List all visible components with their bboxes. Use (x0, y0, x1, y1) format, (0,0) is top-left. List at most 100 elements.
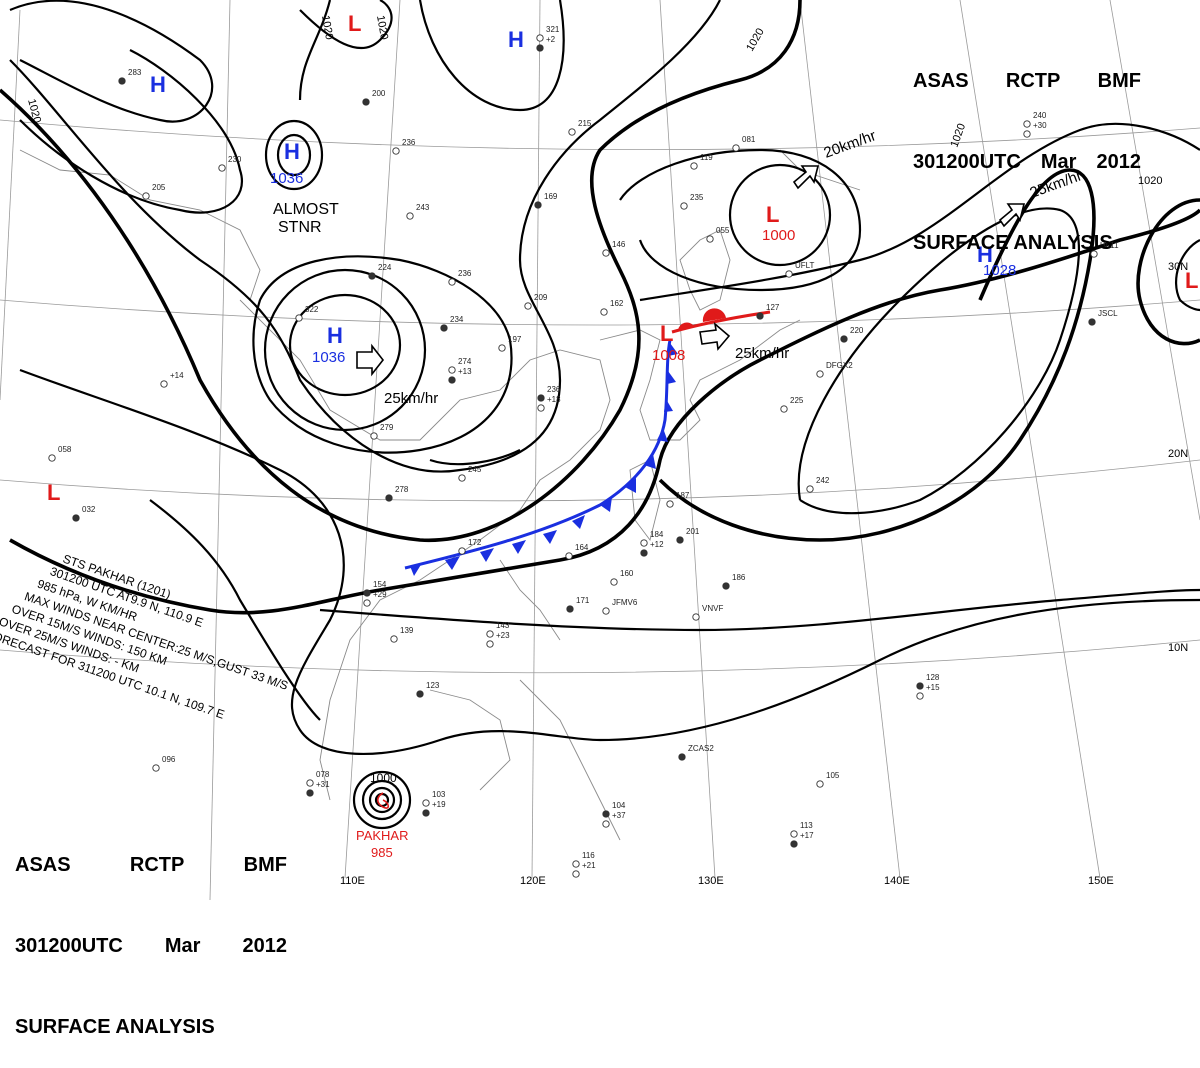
station-circle (458, 547, 466, 555)
station-value: 274 (458, 357, 472, 366)
station-plot: 230 (218, 155, 242, 172)
station-value: 209 (534, 293, 548, 302)
station-value: +19 (432, 800, 446, 809)
station-value: 143 (496, 621, 510, 630)
station-circle (448, 366, 456, 374)
cold-front (404, 339, 678, 576)
station-value: 172 (468, 538, 482, 547)
station-plot: 128 (916, 673, 940, 690)
station-circle (118, 77, 126, 85)
station-circle (565, 552, 573, 560)
station-value: JSCL (1098, 309, 1118, 318)
station-plot: ZCAS2 (678, 744, 714, 761)
isobar-label: 1020 (1138, 175, 1162, 187)
station-value: 224 (378, 263, 392, 272)
station-plot: 123 (416, 681, 440, 698)
low-center-label: L (766, 202, 779, 227)
station-plot: UFLT (785, 261, 815, 278)
station-circle (536, 34, 544, 42)
station-value: +37 (612, 811, 626, 820)
note-stnr: STNR (278, 219, 322, 236)
station-value: JFMV6 (612, 598, 638, 607)
station-circle (385, 494, 393, 502)
station-value: 164 (575, 543, 589, 552)
high-center-label: H (977, 242, 993, 267)
station-circle (160, 380, 168, 388)
station-value: 234 (450, 315, 464, 324)
station-value: 236 (547, 385, 561, 394)
station-plot: +30 (1023, 121, 1047, 138)
station-value: 032 (82, 505, 96, 514)
station-circle (368, 272, 376, 280)
station-value: 162 (610, 299, 624, 308)
station-circle (640, 549, 648, 557)
station-value: 169 (544, 192, 558, 201)
station-value: +18 (547, 395, 561, 404)
station-circle (568, 128, 576, 136)
station-circle (486, 630, 494, 638)
station-circle (816, 780, 824, 788)
station-circle (440, 324, 448, 332)
station-circle (785, 270, 793, 278)
station-circle (840, 335, 848, 343)
lat-label: 30N (1168, 261, 1188, 273)
station-plot: 169 (534, 192, 558, 209)
station-plot: 139 (390, 626, 414, 643)
station-circle (458, 474, 466, 482)
high-center-value: 1036 (312, 349, 345, 366)
station-plot: 236 (448, 269, 472, 286)
isobar-label: 1020 (744, 26, 767, 53)
header-title: SURFACE ANALYSIS (15, 1016, 215, 1038)
isobar-labels: 1020 1020 1020 1020 1020 1020 1000 (25, 14, 1162, 785)
station-value: 225 (790, 396, 804, 405)
station-value: 128 (926, 673, 940, 682)
isobars (0, 0, 1200, 830)
station-value: +12 (650, 540, 664, 549)
station-value: DFGX2 (826, 361, 853, 370)
station-plot: 279 (370, 423, 394, 440)
station-plot: +19 (422, 800, 446, 817)
header-title: SURFACE ANALYSIS (913, 232, 1113, 254)
station-circle (448, 376, 456, 384)
station-value: 146 (612, 240, 626, 249)
station-circle (756, 312, 764, 320)
station-plot: DFGX2 (816, 361, 853, 378)
lat-lon-grid (0, 0, 1200, 900)
header-word: BMF (243, 854, 287, 876)
station-value: 321 (546, 25, 560, 34)
high-center-label: H (327, 323, 343, 348)
station-plot: 032 (72, 505, 96, 522)
station-plot: VNVF (692, 604, 723, 621)
station-circle (780, 405, 788, 413)
station-value: 236 (458, 269, 472, 278)
station-plot: HL11 (1090, 241, 1119, 258)
station-circle (142, 192, 150, 200)
station-circle (363, 599, 371, 607)
station-value: +31 (316, 780, 330, 789)
station-value: 283 (128, 68, 142, 77)
station-plot: 154 (363, 580, 387, 597)
station-circle (422, 809, 430, 817)
station-circle (572, 870, 580, 878)
station-plot: +23 (486, 631, 510, 648)
station-plot: 143 (486, 621, 510, 638)
station-plot: 205 (142, 183, 166, 200)
station-value: 197 (508, 335, 522, 344)
note-almost: ALMOST (273, 201, 339, 218)
station-circle (1023, 130, 1031, 138)
high-center-label: H (508, 27, 524, 52)
station-plot: +12 (640, 540, 664, 557)
lon-label: 120E (520, 875, 546, 887)
station-plot: 162 (600, 299, 624, 316)
station-plot: 187 (666, 491, 690, 508)
station-circle (306, 779, 314, 787)
movement-arrows (356, 165, 1026, 377)
movement-label: 20km/hr (822, 127, 879, 162)
station-circle (498, 344, 506, 352)
station-value: +23 (496, 631, 510, 640)
station-value: 096 (162, 755, 176, 764)
station-plot: 322 (295, 305, 319, 322)
station-circle (610, 578, 618, 586)
storm-name: PAKHAR (356, 828, 409, 843)
station-plot: 096 (152, 755, 176, 772)
